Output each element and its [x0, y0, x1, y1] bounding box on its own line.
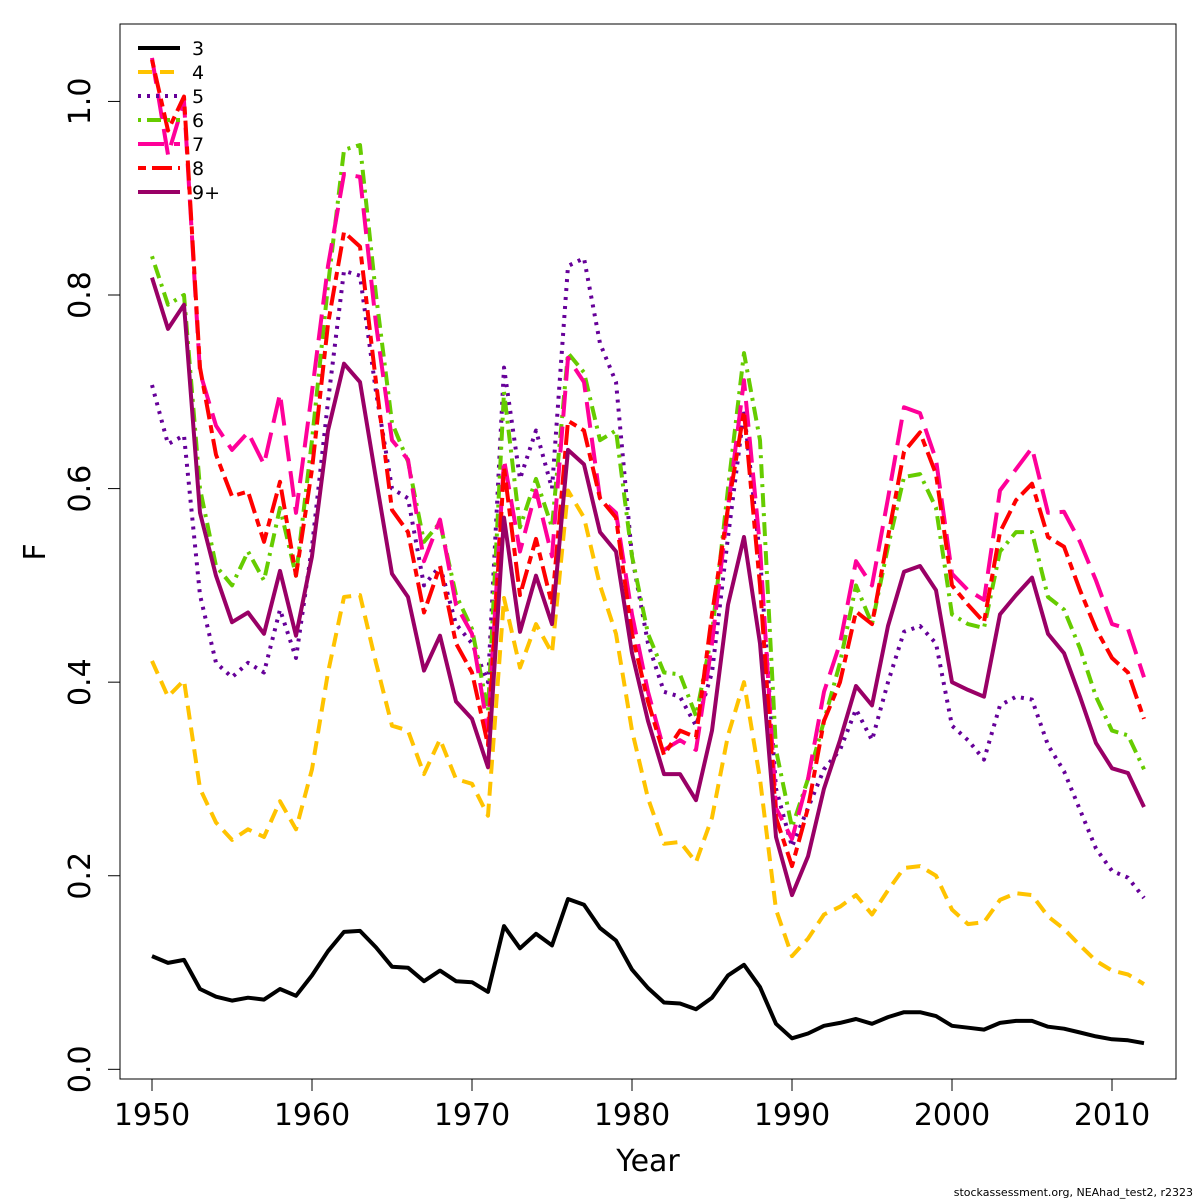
y-axis: 0.0 0.2 0.4 0.6 0.8 1.0	[63, 78, 121, 1093]
y-tick-label: 0.4	[63, 658, 98, 706]
series-line-7	[150, 57, 1146, 841]
legend-label: 4	[192, 62, 204, 84]
y-tick-label: 0.8	[63, 271, 98, 319]
x-axis: 1950 1960 1970 1980 1990 2000 2010	[114, 1078, 1150, 1133]
x-tick-label: 2010	[1074, 1098, 1150, 1133]
x-tick-label: 1980	[594, 1098, 670, 1133]
y-axis-title: F	[18, 543, 53, 560]
y-tick-label: 0.0	[63, 1045, 98, 1093]
x-tick-label: 1950	[114, 1098, 190, 1133]
legend-label: 7	[192, 134, 204, 156]
x-tick-label: 2000	[914, 1098, 990, 1133]
series-line-8	[150, 59, 1146, 869]
series-layer	[150, 57, 1146, 1046]
series-line-5	[150, 256, 1146, 900]
y-tick-label: 1.0	[63, 78, 98, 126]
legend-label: 6	[192, 110, 204, 132]
y-tick-label: 0.6	[63, 465, 98, 513]
footnote: stockassessment.org, NEAhad_test2, r2323	[954, 1186, 1193, 1199]
series-line-9plus	[150, 277, 1146, 898]
x-tick-label: 1960	[274, 1098, 350, 1133]
x-tick-label: 1990	[754, 1098, 830, 1133]
legend-label: 8	[192, 158, 204, 180]
x-tick-label: 1970	[434, 1098, 510, 1133]
legend-label: 9+	[192, 182, 220, 204]
y-tick-label: 0.2	[63, 852, 98, 900]
series-line-6	[150, 143, 1146, 830]
legend-label: 3	[192, 38, 204, 60]
series-line-3	[151, 897, 1145, 1046]
x-axis-title: Year	[615, 1144, 680, 1179]
plot-frame	[119, 23, 1177, 1080]
legend-label: 5	[192, 86, 204, 108]
